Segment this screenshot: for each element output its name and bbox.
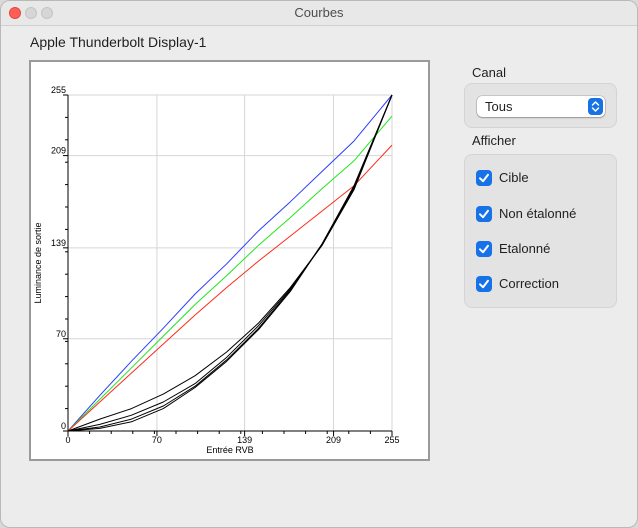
show-heading: Afficher <box>472 133 516 148</box>
checkbox-label[interactable]: Non étalonné <box>499 206 577 221</box>
series-line-black <box>67 94 393 432</box>
series-line-black <box>67 94 393 432</box>
display-name: Apple Thunderbolt Display-1 <box>30 34 207 50</box>
series-line-blue <box>67 94 393 432</box>
show-group: Cible Non étalonné Etalonné Correction <box>464 154 617 308</box>
series-line-black <box>67 94 393 432</box>
x-tick-label: 70 <box>152 435 162 445</box>
series-line-green <box>67 115 393 432</box>
curves-chart: 0 70 139 209 255 0 70 139 209 255 Entrée RVB Lumina… <box>29 60 430 461</box>
x-tick-label: 209 <box>326 435 341 445</box>
x-axis-label: Entrée RVB <box>206 445 253 455</box>
checkbox-checked-icon[interactable] <box>476 170 492 186</box>
checkbox-label[interactable]: Correction <box>499 276 559 291</box>
checkbox-label[interactable]: Cible <box>499 170 529 185</box>
x-tick-label: 139 <box>237 435 252 445</box>
y-axis-label: Luminance de sortie <box>33 222 43 303</box>
chart-canvas: 0 70 139 209 255 0 70 139 209 255 Entrée RVB Lumina… <box>33 85 400 455</box>
y-tick-label: 0 <box>61 421 66 431</box>
checkbox-checked-icon[interactable] <box>476 206 492 222</box>
y-tick-label: 209 <box>51 146 66 156</box>
close-icon[interactable] <box>9 7 21 19</box>
y-tick-label: 255 <box>51 85 66 95</box>
channel-heading: Canal <box>472 65 506 80</box>
x-tick-label: 0 <box>65 435 70 445</box>
channel-popup-value: Tous <box>485 99 513 114</box>
series-line-black <box>67 94 393 432</box>
x-tick-label: 255 <box>384 435 399 445</box>
checkbox-label[interactable]: Etalonné <box>499 241 551 256</box>
y-tick-label: 139 <box>51 238 66 248</box>
zoom-icon[interactable] <box>41 7 53 19</box>
title-bar[interactable]: Courbes <box>1 1 637 26</box>
series-line-red <box>67 144 393 432</box>
minimize-icon[interactable] <box>25 7 37 19</box>
y-tick-label: 70 <box>56 329 66 339</box>
checkbox-checked-icon[interactable] <box>476 241 492 257</box>
window-title: Courbes <box>294 5 344 20</box>
up-down-chevron-icon[interactable] <box>588 98 603 115</box>
channel-group: Tous <box>464 83 617 128</box>
checkbox-checked-icon[interactable] <box>476 276 492 292</box>
channel-popup[interactable]: Tous <box>477 96 605 117</box>
